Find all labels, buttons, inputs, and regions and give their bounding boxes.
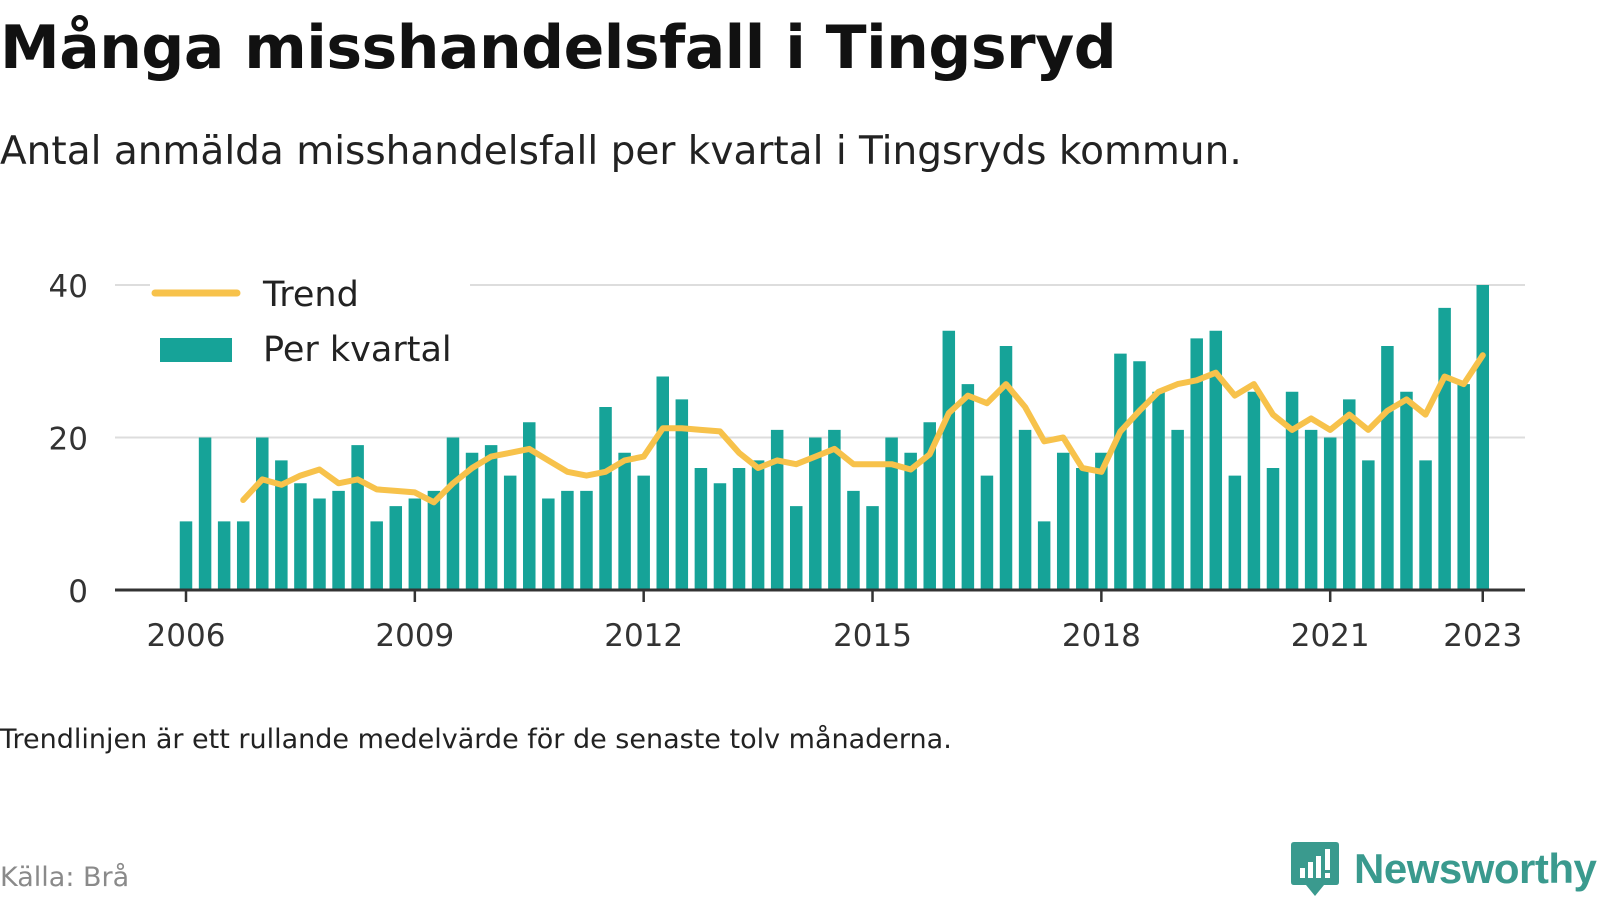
bar — [1209, 330, 1223, 590]
bar — [1362, 460, 1375, 590]
bar — [942, 330, 956, 590]
bar — [637, 475, 650, 590]
bar — [370, 521, 383, 590]
bar — [351, 445, 364, 590]
bar — [1304, 429, 1318, 590]
source-label: Källa: Brå — [0, 862, 130, 893]
bar — [694, 468, 708, 590]
bar — [313, 498, 326, 590]
chart-title: Många misshandelsfall i Tingsryd — [0, 13, 1117, 83]
bar — [999, 346, 1013, 590]
bar — [675, 399, 689, 590]
bar — [1343, 399, 1356, 590]
bar — [1056, 452, 1070, 590]
bar — [1438, 307, 1451, 590]
x-tick-label: 2012 — [604, 618, 683, 654]
bar — [961, 384, 975, 590]
legend-swatch-per-kvartal — [160, 338, 232, 362]
legend-label-trend: Trend — [262, 275, 359, 315]
bar — [599, 407, 612, 590]
bar — [1457, 384, 1470, 590]
bar — [1400, 391, 1413, 590]
bar — [427, 490, 441, 590]
x-tick-label: 2018 — [1062, 618, 1141, 654]
x-tick-label: 2023 — [1443, 618, 1522, 654]
bar — [179, 521, 193, 590]
bar — [580, 490, 593, 590]
bar — [503, 475, 517, 590]
bar — [618, 452, 631, 590]
bar — [713, 483, 727, 590]
bar — [389, 506, 403, 590]
bar — [1419, 460, 1432, 590]
bar — [789, 506, 803, 590]
bar — [923, 422, 936, 590]
chart-subtitle: Antal anmälda misshandelsfall per kvarta… — [0, 129, 1242, 174]
newsworthy-logo: Newsworthy — [1290, 840, 1597, 898]
line-series-trend — [240, 352, 1486, 506]
bar — [828, 429, 841, 590]
y-tick-label: 0 — [68, 574, 88, 610]
bar — [275, 460, 288, 590]
bar — [1076, 468, 1089, 590]
bar — [256, 437, 269, 590]
bar — [885, 437, 898, 590]
bar — [1114, 353, 1127, 590]
footnote: Trendlinjen är ett rullande medelvärde f… — [0, 724, 952, 755]
bar — [1152, 391, 1165, 590]
axes: 0 20 40 2006 2009 2012 2015 2018 2021 2023 — [49, 269, 1525, 654]
bar — [446, 437, 460, 590]
bar — [523, 422, 536, 590]
bar — [980, 475, 994, 590]
bar — [542, 498, 555, 590]
x-tick-label: 2021 — [1291, 618, 1370, 654]
bar — [1381, 346, 1394, 590]
legend-label-per-kvartal: Per kvartal — [263, 330, 452, 370]
bar — [1095, 452, 1108, 590]
bar — [484, 445, 498, 590]
bar — [1018, 429, 1032, 590]
bar-series-per-kvartal — [179, 285, 1490, 590]
bar — [236, 521, 250, 590]
bar — [561, 490, 574, 590]
bar — [904, 452, 917, 590]
chart: 0 20 40 2006 2009 2012 2015 2018 2021 2023 Trend … — [49, 262, 1525, 654]
x-tick-label: 2015 — [833, 618, 912, 654]
legend: Trend Per kvartal — [150, 262, 470, 380]
bar — [1285, 391, 1299, 590]
x-tick-label: 2009 — [375, 618, 454, 654]
bar — [809, 437, 822, 590]
newsworthy-logo-icon — [1291, 842, 1339, 896]
bar — [332, 490, 345, 590]
bar — [198, 437, 212, 590]
bar — [1266, 468, 1280, 590]
bar — [1037, 521, 1051, 590]
bar — [1476, 285, 1490, 590]
bar — [294, 483, 307, 590]
y-tick-label: 20 — [49, 422, 88, 458]
bar — [1171, 429, 1184, 590]
x-tick-label: 2006 — [147, 618, 226, 654]
bar — [751, 460, 765, 590]
y-tick-label: 40 — [49, 269, 88, 305]
bar — [408, 498, 422, 590]
bar — [1190, 338, 1203, 590]
bar — [465, 452, 479, 590]
trend-line — [240, 352, 1486, 506]
bar — [847, 490, 860, 590]
bar — [217, 521, 231, 590]
bar — [866, 506, 879, 590]
bar — [1228, 475, 1242, 590]
bar — [1133, 361, 1146, 590]
bar — [770, 429, 784, 590]
bar — [732, 468, 746, 590]
brand-name: Newsworthy — [1354, 845, 1597, 892]
bar — [1323, 437, 1337, 590]
bar — [1247, 391, 1261, 590]
bar — [656, 376, 669, 590]
